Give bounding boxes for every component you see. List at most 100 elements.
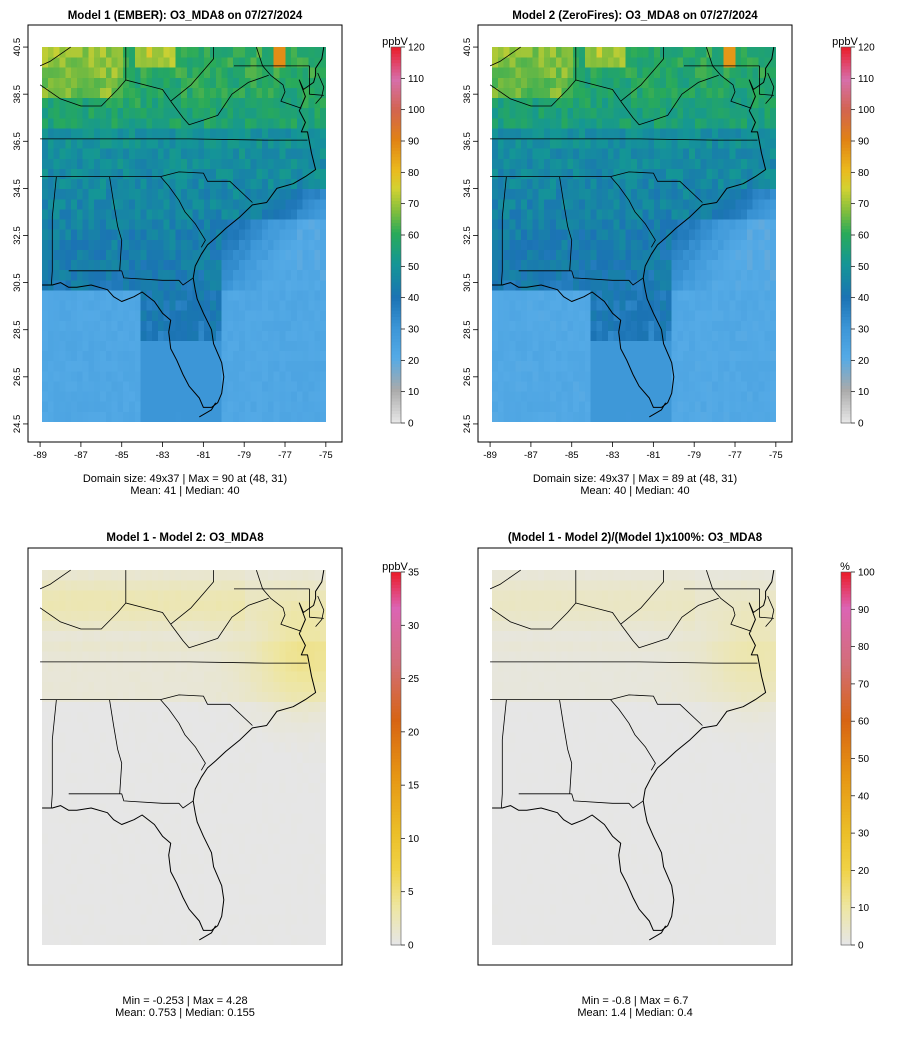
- grid-cell: [140, 188, 147, 200]
- grid-cell: [152, 249, 159, 261]
- grid-cell: [111, 249, 118, 261]
- grid-cell: [764, 239, 771, 250]
- grid-cell: [181, 802, 188, 814]
- grid-cell: [175, 310, 182, 321]
- grid-cell: [758, 87, 765, 99]
- grid-cell: [238, 893, 246, 905]
- grid-cell: [267, 833, 275, 844]
- grid-cell: [735, 381, 742, 392]
- color-bar-step: [391, 385, 401, 390]
- grid-cell: [204, 198, 211, 210]
- grid-cell: [71, 87, 78, 99]
- grid-cell: [221, 924, 228, 935]
- grid-cell: [567, 168, 574, 180]
- grid-cell: [181, 168, 188, 180]
- grid-cell: [712, 97, 719, 109]
- grid-cell: [729, 188, 736, 200]
- grid-cell: [198, 57, 205, 68]
- grid-cell: [105, 370, 112, 382]
- grid-cell: [613, 370, 620, 382]
- grid-cell: [515, 67, 522, 78]
- grid-cell: [117, 934, 124, 945]
- grid-cell: [215, 762, 223, 773]
- grid-cell: [169, 138, 176, 149]
- grid-cell: [123, 239, 130, 250]
- grid-cell: [233, 148, 240, 159]
- grid-cell: [267, 229, 275, 240]
- grid-cell: [146, 148, 153, 159]
- grid-cell: [665, 158, 673, 169]
- grid-cell: [134, 762, 141, 773]
- grid-cell: [140, 279, 147, 291]
- grid-cell: [152, 873, 159, 885]
- grid-cell: [636, 289, 644, 301]
- grid-cell: [267, 772, 275, 784]
- grid-cell: [76, 381, 84, 392]
- grid-cell: [648, 209, 655, 220]
- color-bar-step: [391, 372, 401, 377]
- grid-cell: [42, 924, 49, 935]
- grid-cell: [42, 370, 49, 382]
- grid-cell: [735, 401, 742, 412]
- grid-cell: [561, 310, 568, 321]
- color-bar-step: [391, 200, 401, 205]
- grid-cell: [244, 904, 251, 915]
- grid-cell: [497, 117, 505, 129]
- grid-cell: [314, 381, 321, 392]
- grid-cell: [561, 279, 568, 291]
- grid-cell: [105, 863, 112, 875]
- grid-cell: [521, 330, 528, 341]
- grid-cell: [631, 340, 638, 352]
- grid-cell: [215, 87, 223, 99]
- grid-cell: [82, 330, 89, 341]
- grid-cell: [550, 107, 557, 119]
- grid-cell: [538, 340, 545, 352]
- grid-cell: [291, 279, 298, 291]
- grid-cell: [717, 77, 725, 88]
- grid-cell: [169, 330, 176, 341]
- grid-cell: [210, 320, 217, 331]
- grid-cell: [250, 198, 257, 210]
- grid-cell: [735, 188, 742, 200]
- grid-cell: [186, 914, 194, 925]
- grid-cell: [169, 893, 176, 905]
- grid-cell: [163, 259, 170, 271]
- x-tick-label: -75: [319, 450, 333, 461]
- grid-cell: [660, 97, 667, 109]
- grid-cell: [71, 209, 78, 220]
- grid-cell: [198, 812, 205, 824]
- color-bar-step: [391, 206, 401, 211]
- grid-cell: [285, 833, 292, 844]
- grid-cell: [764, 391, 771, 402]
- grid-cell: [146, 904, 153, 915]
- grid-cell: [198, 87, 205, 99]
- grid-cell: [573, 87, 580, 99]
- grid-cell: [279, 391, 286, 402]
- grid-cell: [642, 401, 649, 412]
- grid-cell: [123, 381, 130, 392]
- grid-cell: [654, 269, 661, 281]
- grid-cell: [82, 148, 89, 159]
- grid-cell: [688, 381, 696, 392]
- grid-cell: [238, 239, 246, 250]
- grid-cell: [515, 128, 522, 139]
- state-line: [490, 138, 758, 141]
- grid-cell: [578, 128, 586, 139]
- grid-cell: [192, 97, 199, 109]
- grid-cell: [308, 67, 315, 78]
- grid-cell: [267, 117, 275, 129]
- grid-cell: [210, 148, 217, 159]
- grid-cell: [175, 57, 182, 68]
- grid-cell: [82, 229, 89, 240]
- grid-cell: [105, 823, 112, 834]
- grid-cell: [273, 310, 280, 321]
- grid-cell: [314, 148, 321, 159]
- grid-cell: [53, 310, 60, 321]
- grid-cell: [758, 269, 765, 281]
- grid-cell: [596, 330, 603, 341]
- grid-cell: [250, 853, 257, 864]
- grid-cell: [717, 391, 725, 402]
- grid-cell: [267, 107, 275, 119]
- grid-cell: [764, 77, 771, 88]
- grid-cell: [752, 57, 759, 68]
